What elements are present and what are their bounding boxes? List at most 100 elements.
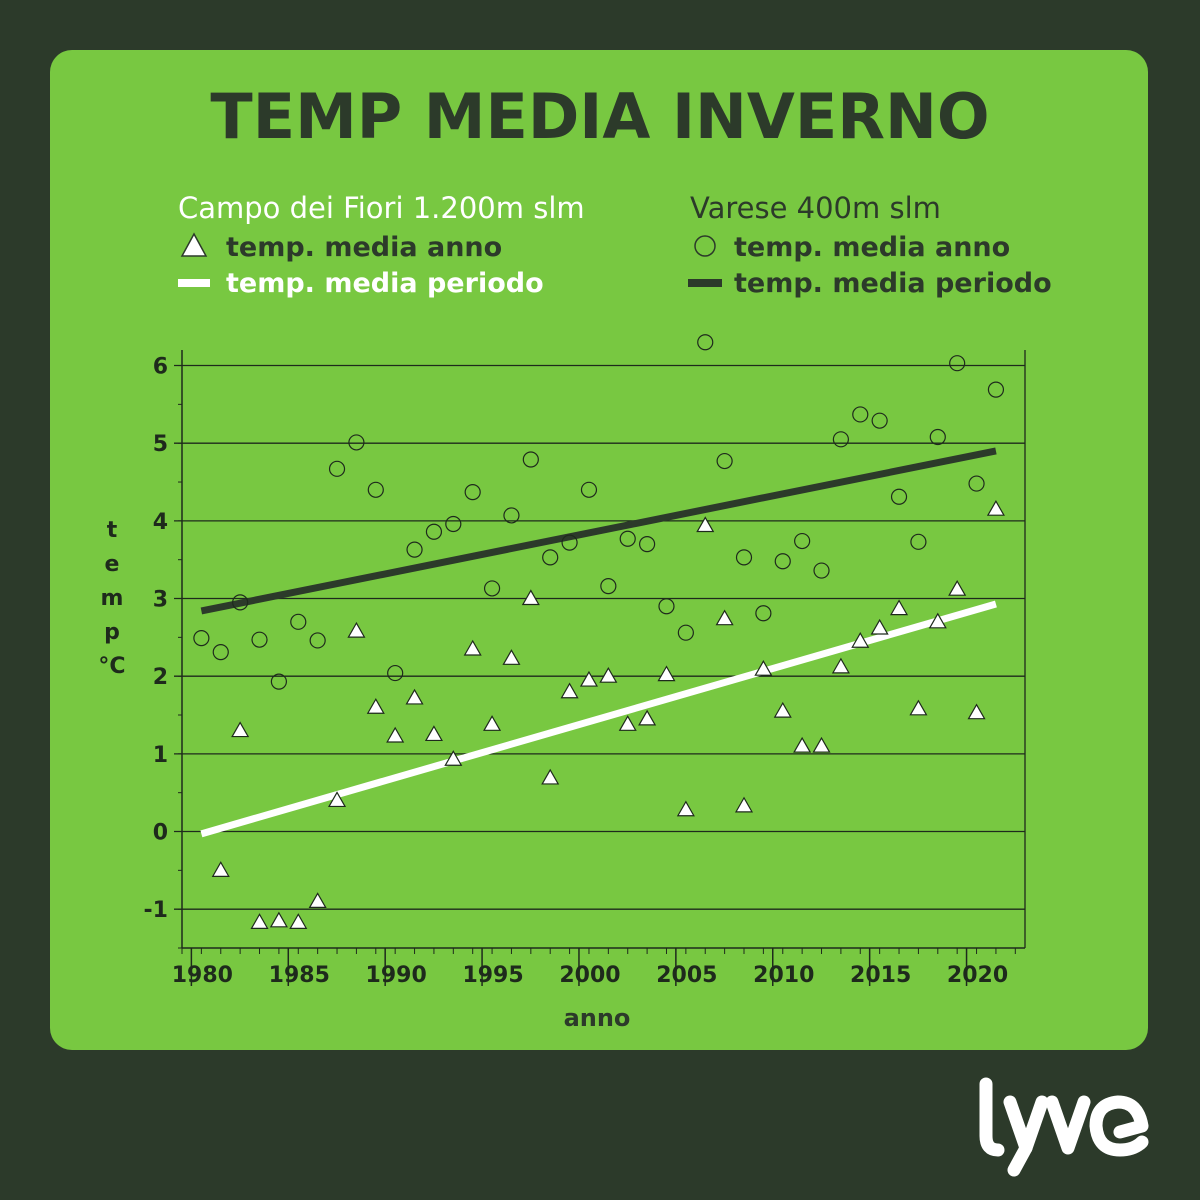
- varese-point: [270, 673, 287, 690]
- varese-point: [387, 664, 404, 682]
- cdf-point: [638, 709, 657, 726]
- cdf-point: [444, 750, 463, 766]
- varese-point: [503, 507, 520, 524]
- varese-point: [232, 594, 249, 611]
- cdf-point: [599, 666, 618, 683]
- varese-point: [251, 631, 268, 648]
- x-tick-label: 2005: [656, 963, 717, 988]
- cdf-point: [483, 715, 502, 731]
- y-axis-title-char: °C: [98, 654, 125, 679]
- cdf-point: [812, 736, 831, 753]
- cdf-point: [754, 659, 773, 676]
- legend-cdf-triangle-icon: [180, 232, 208, 257]
- y-tick-label: -1: [144, 898, 168, 923]
- y-tick-label: 6: [153, 355, 168, 380]
- varese-point: [774, 553, 791, 570]
- lyve-logo: [979, 1077, 1149, 1177]
- varese-trend-line: [200, 447, 997, 615]
- y-tick-label: 1: [153, 743, 168, 768]
- cdf-point: [948, 579, 967, 596]
- cdf-point: [366, 698, 385, 714]
- varese-point: [561, 534, 578, 551]
- grid-lines: [174, 364, 1025, 910]
- cdf-point: [541, 768, 560, 785]
- varese-point: [813, 562, 830, 579]
- legend-cdf-points-label: temp. media anno: [226, 232, 502, 263]
- cdf-point: [211, 861, 230, 877]
- varese-point: [716, 452, 733, 470]
- varese-point: [328, 460, 346, 477]
- cdf-point: [386, 726, 405, 743]
- varese-point: [445, 515, 462, 533]
- x-tick-label: 2000: [559, 963, 620, 988]
- cdf-point: [909, 699, 928, 716]
- varese-point: [406, 541, 423, 558]
- cdf-point: [250, 913, 269, 929]
- x-axis-title: anno: [564, 1004, 631, 1032]
- cdf-point: [870, 618, 889, 635]
- varese-point: [871, 412, 888, 429]
- cdf-point: [560, 682, 579, 699]
- varese-point: [852, 406, 869, 423]
- varese-point: [425, 523, 443, 540]
- x-tick-label: 2015: [850, 963, 911, 988]
- cdf-point: [502, 649, 521, 665]
- cdf-point: [676, 800, 695, 817]
- cdf-point: [347, 621, 366, 638]
- varese-point: [968, 475, 985, 492]
- legend-cdf-trend-label: temp. media periodo: [226, 268, 544, 299]
- cdf-point: [715, 609, 734, 626]
- cdf-point: [424, 725, 443, 742]
- varese-point: [949, 355, 966, 372]
- varese-point: [929, 428, 946, 446]
- y-axis-title-char: t: [107, 518, 118, 543]
- y-tick-label: 0: [153, 821, 168, 846]
- cdf-point: [328, 791, 347, 808]
- chart-svg: TEMP MEDIA INVERNO Campo dei Fiori 1.200…: [98, 80, 1052, 1032]
- data-points: [193, 334, 1005, 929]
- varese-point: [580, 481, 598, 498]
- varese-point: [794, 532, 811, 550]
- cdf-point: [773, 701, 792, 718]
- legend-varese-circle-icon: [694, 235, 716, 257]
- varese-point: [309, 632, 326, 649]
- cdf-point: [231, 721, 250, 738]
- varese-point: [348, 434, 365, 451]
- cdf-point: [986, 499, 1005, 516]
- varese-point: [677, 624, 694, 641]
- cdf-point: [618, 715, 637, 731]
- varese-point: [832, 431, 849, 448]
- legend-varese: Varese 400m slm temp. media anno temp. m…: [688, 191, 1052, 299]
- varese-point: [464, 484, 481, 501]
- x-tick-label: 2020: [947, 963, 1008, 988]
- y-axis-title-char: m: [101, 586, 124, 611]
- cdf-point: [308, 892, 327, 909]
- legend-varese-heading: Varese 400m slm: [690, 191, 941, 225]
- varese-point: [542, 549, 559, 566]
- cdf-point: [579, 670, 598, 687]
- y-tick-label: 4: [153, 510, 168, 535]
- varese-point: [193, 630, 210, 647]
- chart-card: TEMP MEDIA INVERNO Campo dei Fiori 1.200…: [50, 50, 1148, 1050]
- varese-point: [522, 451, 539, 468]
- axis-labels: -1 0 1 2 3 4 5 6 1980 1985 1990 1995 2000 2005 2010 201…: [98, 355, 1008, 988]
- cdf-point: [831, 657, 850, 674]
- y-tick-label: 5: [153, 432, 168, 457]
- legend-varese-points-label: temp. media anno: [734, 232, 1010, 263]
- legend-varese-trend-label: temp. media periodo: [734, 268, 1052, 299]
- varese-point: [212, 644, 229, 661]
- axes: [178, 350, 1026, 986]
- varese-point: [639, 536, 656, 553]
- y-tick-label: 2: [153, 665, 168, 690]
- cdf-point: [928, 612, 947, 629]
- varese-point: [600, 577, 617, 595]
- cdf-point: [851, 632, 870, 648]
- varese-point: [367, 481, 384, 498]
- cdf-point: [521, 589, 540, 606]
- x-tick-label: 1985: [269, 963, 330, 988]
- legend-cdf-heading: Campo dei Fiori 1.200m slm: [178, 191, 585, 225]
- cdf-point: [734, 796, 754, 813]
- trend-lines: [200, 447, 997, 838]
- varese-point: [735, 549, 753, 566]
- cdf-point: [967, 703, 986, 720]
